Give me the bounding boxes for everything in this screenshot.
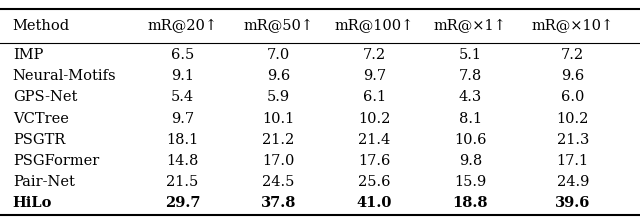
Text: 14.8: 14.8 xyxy=(166,154,198,168)
Text: 39.6: 39.6 xyxy=(555,196,591,210)
Text: 5.1: 5.1 xyxy=(459,48,482,62)
Text: 6.0: 6.0 xyxy=(561,90,584,104)
Text: Method: Method xyxy=(13,19,70,33)
Text: 7.2: 7.2 xyxy=(363,48,386,62)
Text: 18.8: 18.8 xyxy=(452,196,488,210)
Text: VCTree: VCTree xyxy=(13,112,68,126)
Text: 5.4: 5.4 xyxy=(171,90,194,104)
Text: 7.0: 7.0 xyxy=(267,48,290,62)
Text: mR@100↑: mR@100↑ xyxy=(335,19,414,33)
Text: 25.6: 25.6 xyxy=(358,175,390,189)
Text: 7.2: 7.2 xyxy=(561,48,584,62)
Text: 9.1: 9.1 xyxy=(171,69,194,83)
Text: 9.6: 9.6 xyxy=(561,69,584,83)
Text: 21.2: 21.2 xyxy=(262,133,294,147)
Text: Pair-Net: Pair-Net xyxy=(13,175,75,189)
Text: 24.9: 24.9 xyxy=(557,175,589,189)
Text: IMP: IMP xyxy=(13,48,43,62)
Text: 15.9: 15.9 xyxy=(454,175,486,189)
Text: 21.3: 21.3 xyxy=(557,133,589,147)
Text: 9.8: 9.8 xyxy=(459,154,482,168)
Text: 21.4: 21.4 xyxy=(358,133,390,147)
Text: 17.6: 17.6 xyxy=(358,154,390,168)
Text: 18.1: 18.1 xyxy=(166,133,198,147)
Text: 9.7: 9.7 xyxy=(171,112,194,126)
Text: 5.9: 5.9 xyxy=(267,90,290,104)
Text: 9.7: 9.7 xyxy=(363,69,386,83)
Text: 37.8: 37.8 xyxy=(260,196,296,210)
Text: 21.5: 21.5 xyxy=(166,175,198,189)
Text: 6.1: 6.1 xyxy=(363,90,386,104)
Text: 10.1: 10.1 xyxy=(262,112,294,126)
Text: GPS-Net: GPS-Net xyxy=(13,90,77,104)
Text: Neural-Motifs: Neural-Motifs xyxy=(13,69,116,83)
Text: PSGTR: PSGTR xyxy=(13,133,65,147)
Text: 4.3: 4.3 xyxy=(459,90,482,104)
Text: 41.0: 41.0 xyxy=(356,196,392,210)
Text: 17.0: 17.0 xyxy=(262,154,294,168)
Text: 8.1: 8.1 xyxy=(459,112,482,126)
Text: 9.6: 9.6 xyxy=(267,69,290,83)
Text: 10.6: 10.6 xyxy=(454,133,486,147)
Text: 10.2: 10.2 xyxy=(358,112,390,126)
Text: mR@20↑: mR@20↑ xyxy=(147,19,218,33)
Text: mR@×10↑: mR@×10↑ xyxy=(532,19,614,33)
Text: 17.1: 17.1 xyxy=(557,154,589,168)
Text: mR@×1↑: mR@×1↑ xyxy=(434,19,507,33)
Text: 24.5: 24.5 xyxy=(262,175,294,189)
Text: mR@50↑: mR@50↑ xyxy=(243,19,314,33)
Text: 6.5: 6.5 xyxy=(171,48,194,62)
Text: 7.8: 7.8 xyxy=(459,69,482,83)
Text: HiLo: HiLo xyxy=(13,196,52,210)
Text: 10.2: 10.2 xyxy=(557,112,589,126)
Text: PSGFormer: PSGFormer xyxy=(13,154,99,168)
Text: 29.7: 29.7 xyxy=(164,196,200,210)
